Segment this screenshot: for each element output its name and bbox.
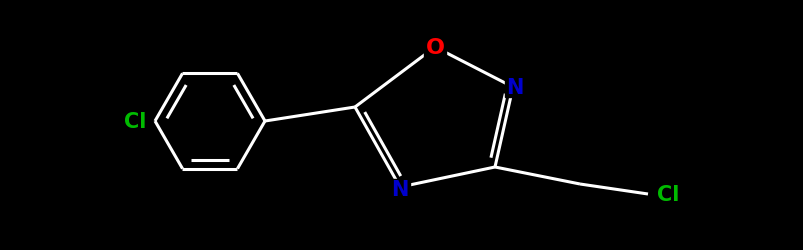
Bar xyxy=(504,78,524,98)
Text: Cl: Cl xyxy=(124,112,146,132)
Text: Cl: Cl xyxy=(656,184,679,204)
Text: N: N xyxy=(391,179,408,199)
Text: O: O xyxy=(425,38,444,58)
Text: N: N xyxy=(506,78,523,98)
Bar xyxy=(423,37,446,59)
Bar xyxy=(389,179,410,199)
